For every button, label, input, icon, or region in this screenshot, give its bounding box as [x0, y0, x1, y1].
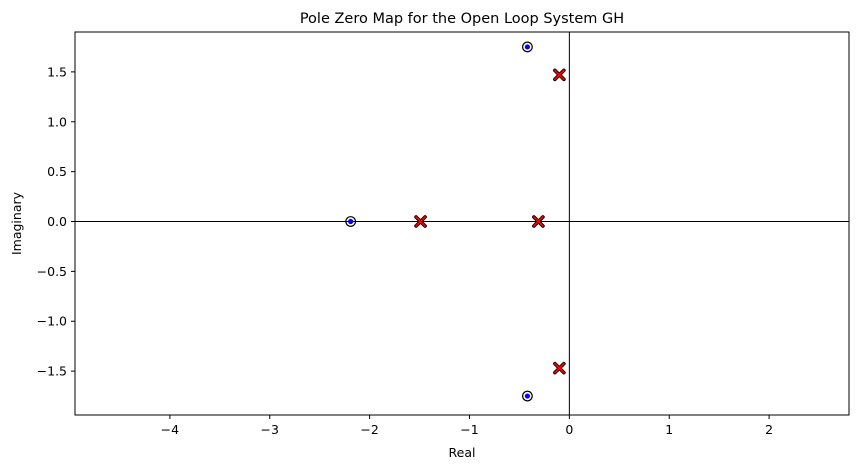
zero-ring [522, 41, 533, 53]
pole-marker [553, 361, 566, 375]
zero-dot [524, 393, 531, 399]
zero-ring [522, 390, 533, 402]
zero-marker [345, 216, 357, 227]
zero-ring [345, 216, 357, 227]
y-tick-label: 1.0 [47, 114, 67, 129]
x-tick-label: −1 [460, 422, 478, 437]
pole-marker [532, 215, 545, 228]
x-axis-ticks: −4 −3 −2 −1 0 1 2 [161, 415, 773, 437]
zero-marker [522, 41, 533, 53]
y-axis-label: Imaginary [9, 191, 24, 255]
plot-frame [74, 31, 850, 416]
y-axis-ticks: −1.5 −1.0 −0.5 0.0 0.5 1.0 1.5 [37, 64, 75, 379]
pole-cross [553, 362, 565, 374]
x-tick-label: −3 [261, 422, 279, 437]
y-tick-label: 0.0 [47, 214, 67, 229]
pole-zero-markers [345, 41, 566, 402]
plot-area [74, 31, 850, 416]
pole-cross [533, 216, 544, 227]
zero-dot [524, 44, 531, 50]
x-tick-label: 2 [765, 422, 773, 437]
pole-cross [415, 216, 426, 227]
chart-title: Pole Zero Map for the Open Loop System G… [300, 11, 624, 27]
x-tick-label: 1 [665, 422, 673, 437]
x-tick-label: −2 [360, 422, 378, 437]
x-tick-label: −4 [161, 422, 179, 437]
y-tick-label: −0.5 [37, 264, 67, 279]
zero-marker [522, 390, 533, 402]
y-tick-label: −1.0 [37, 314, 67, 329]
pole-marker [553, 68, 566, 82]
y-tick-label: −1.5 [37, 364, 67, 379]
y-tick-label: 1.5 [47, 64, 67, 79]
pole-marker [414, 215, 427, 228]
zero-dot [348, 218, 354, 225]
y-tick-label: 0.5 [47, 164, 67, 179]
pole-cross [553, 69, 565, 81]
x-axis-label: Real [449, 445, 476, 460]
x-tick-label: 0 [565, 422, 573, 437]
